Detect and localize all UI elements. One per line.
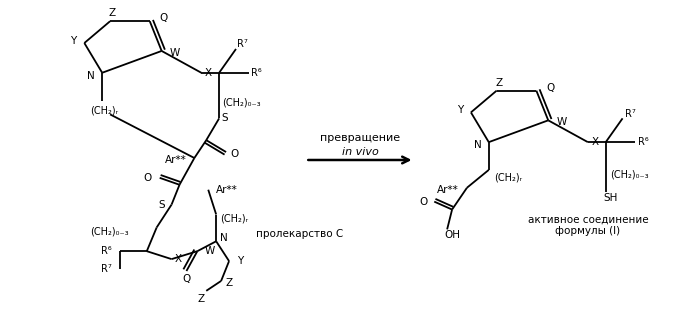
Text: (CH₂)₀₋₃: (CH₂)₀₋₃ (222, 98, 260, 107)
Text: Ar**: Ar** (437, 185, 459, 195)
Text: W: W (205, 246, 214, 256)
Text: R⁶: R⁶ (101, 246, 112, 256)
Text: W: W (170, 48, 180, 58)
Text: (CH₂)ᵣ: (CH₂)ᵣ (494, 173, 523, 183)
Text: OH: OH (444, 230, 460, 240)
Text: in vivo: in vivo (341, 147, 378, 157)
Text: Q: Q (547, 83, 554, 93)
Text: X: X (205, 68, 211, 78)
Text: активное соединение: активное соединение (528, 215, 648, 224)
Text: Z: Z (108, 8, 116, 18)
Text: Ar**: Ar** (165, 155, 186, 165)
Text: пролекарство С: пролекарство С (256, 229, 343, 239)
Text: SH: SH (604, 193, 618, 203)
Text: N: N (87, 71, 95, 81)
Text: превращение: превращение (320, 133, 400, 143)
Text: (CH₂)₀₋₃: (CH₂)₀₋₃ (90, 226, 129, 236)
Text: X: X (591, 137, 598, 147)
Text: R⁶: R⁶ (638, 137, 648, 147)
Text: N: N (474, 140, 482, 150)
Text: Z: Z (495, 78, 503, 88)
Text: Ar**: Ar** (216, 185, 238, 195)
Text: R⁶: R⁶ (251, 68, 262, 78)
Text: формулы (I): формулы (I) (556, 226, 621, 236)
Text: O: O (419, 197, 427, 207)
Text: S: S (222, 113, 228, 123)
Text: Y: Y (456, 106, 463, 115)
Text: W: W (556, 117, 566, 127)
Text: Z: Z (198, 294, 205, 304)
Text: Y: Y (237, 256, 243, 266)
Text: R⁷: R⁷ (101, 264, 112, 274)
Text: (CH₂)₀₋₃: (CH₂)₀₋₃ (610, 170, 649, 180)
Text: R⁷: R⁷ (237, 39, 247, 49)
Text: X: X (175, 254, 182, 264)
Text: S: S (158, 200, 165, 210)
Text: (CH₂)ᵣ: (CH₂)ᵣ (220, 213, 248, 223)
Text: Q: Q (182, 274, 191, 284)
Text: Z: Z (225, 278, 232, 288)
Text: O: O (230, 149, 238, 159)
Text: Y: Y (70, 36, 76, 46)
Text: N: N (221, 233, 228, 243)
Text: Q: Q (160, 13, 168, 23)
Text: R⁷: R⁷ (625, 109, 636, 120)
Text: (CH₂)ᵣ: (CH₂)ᵣ (90, 106, 118, 115)
Text: O: O (144, 173, 151, 183)
